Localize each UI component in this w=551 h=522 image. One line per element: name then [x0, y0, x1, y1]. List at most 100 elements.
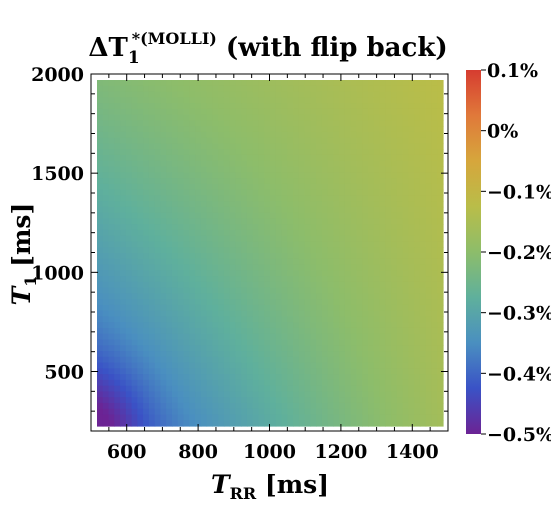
- heatmap-cell: [108, 183, 115, 191]
- heatmap-cell: [218, 276, 225, 283]
- heatmap-cell: [154, 108, 162, 116]
- heatmap-cell: [246, 264, 254, 271]
- heatmap-cell: [171, 316, 179, 323]
- heatmap-cell: [414, 351, 421, 358]
- heatmap-cell: [356, 218, 363, 225]
- heatmap-cell: [298, 108, 306, 116]
- heatmap-cell: [437, 264, 444, 271]
- heatmap-cell: [287, 149, 294, 156]
- heatmap-cell: [310, 206, 317, 214]
- heatmap-cell: [137, 172, 144, 179]
- heatmap-cell: [310, 345, 317, 352]
- heatmap-cell: [304, 97, 311, 104]
- heatmap-cell: [425, 345, 433, 352]
- heatmap-cell: [212, 351, 219, 358]
- heatmap-cell: [114, 247, 121, 254]
- heatmap-cell: [125, 80, 133, 87]
- heatmap-cell: [281, 97, 288, 104]
- heatmap-cell: [137, 241, 144, 248]
- heatmap-cell: [212, 120, 219, 127]
- heatmap-cell: [356, 235, 363, 243]
- heatmap-cell: [373, 97, 381, 104]
- heatmap-cell: [339, 160, 346, 168]
- heatmap-cell: [166, 281, 173, 289]
- heatmap-cell: [368, 91, 375, 98]
- heatmap-cell: [344, 172, 352, 179]
- heatmap-cell: [154, 126, 162, 133]
- heatmap-cell: [241, 264, 248, 271]
- heatmap-cell: [235, 91, 242, 98]
- heatmap-cell: [212, 368, 219, 375]
- heatmap-cell: [195, 276, 202, 283]
- heatmap-cell: [223, 264, 231, 271]
- heatmap-cell: [298, 362, 306, 369]
- heatmap-cell: [154, 229, 162, 237]
- heatmap-cell: [160, 356, 167, 364]
- heatmap-cell: [154, 103, 162, 110]
- heatmap-cell: [402, 224, 409, 231]
- heatmap-cell: [246, 149, 254, 156]
- heatmap-cell: [223, 281, 231, 289]
- heatmap-cell: [379, 333, 386, 341]
- heatmap-cell: [293, 206, 300, 214]
- heatmap-cell: [252, 85, 260, 93]
- heatmap-cell: [212, 264, 219, 271]
- heatmap-cell: [275, 362, 283, 369]
- heatmap-cell: [137, 420, 144, 427]
- heatmap-cell: [166, 293, 173, 300]
- heatmap-cell: [166, 414, 173, 421]
- heatmap-cell: [385, 235, 392, 243]
- heatmap-cell: [270, 103, 277, 110]
- heatmap-cell: [396, 351, 404, 358]
- heatmap-cell: [102, 276, 110, 283]
- heatmap-cell: [195, 402, 202, 410]
- heatmap-cell: [246, 420, 254, 427]
- heatmap-cell: [425, 362, 433, 369]
- heatmap-cell: [189, 327, 196, 335]
- heatmap-cell: [108, 281, 115, 289]
- heatmap-cell: [125, 103, 133, 110]
- heatmap-cell: [344, 131, 352, 139]
- heatmap-cell: [183, 247, 190, 254]
- heatmap-cell: [108, 103, 115, 110]
- heatmap-cell: [235, 362, 242, 369]
- heatmap-cell: [97, 212, 104, 219]
- heatmap-cell: [437, 333, 444, 341]
- heatmap-cell: [166, 316, 173, 323]
- heatmap-cell: [160, 172, 167, 179]
- heatmap-cell: [298, 402, 306, 410]
- heatmap-cell: [252, 229, 260, 237]
- heatmap-cell: [148, 229, 156, 237]
- heatmap-cell: [143, 339, 150, 346]
- heatmap-cell: [223, 114, 231, 121]
- heatmap-cell: [171, 103, 179, 110]
- heatmap-cell: [350, 270, 358, 277]
- heatmap-cell: [125, 310, 133, 318]
- heatmap-cell: [270, 235, 277, 243]
- heatmap-cell: [437, 270, 444, 277]
- heatmap-cell: [419, 91, 427, 98]
- heatmap-cell: [200, 120, 208, 127]
- heatmap-cell: [160, 339, 167, 346]
- heatmap-cell: [97, 183, 104, 191]
- heatmap-cell: [102, 270, 110, 277]
- heatmap-cell: [229, 322, 236, 329]
- heatmap-cell: [160, 114, 167, 121]
- heatmap-cell: [275, 241, 283, 248]
- heatmap-cell: [339, 287, 346, 294]
- heatmap-cell: [114, 351, 121, 358]
- heatmap-cell: [391, 201, 398, 208]
- heatmap-cell: [281, 201, 288, 208]
- heatmap-cell: [344, 80, 352, 87]
- heatmap-cell: [235, 333, 242, 341]
- heatmap-cell: [166, 241, 173, 248]
- heatmap-cell: [396, 379, 404, 387]
- heatmap-cell: [414, 368, 421, 375]
- heatmap-cell: [183, 304, 190, 312]
- heatmap-cell: [368, 114, 375, 121]
- heatmap-cell: [229, 201, 236, 208]
- heatmap-cell: [252, 362, 260, 369]
- heatmap-cell: [160, 327, 167, 335]
- heatmap-cell: [102, 258, 110, 266]
- heatmap-cell: [120, 276, 127, 283]
